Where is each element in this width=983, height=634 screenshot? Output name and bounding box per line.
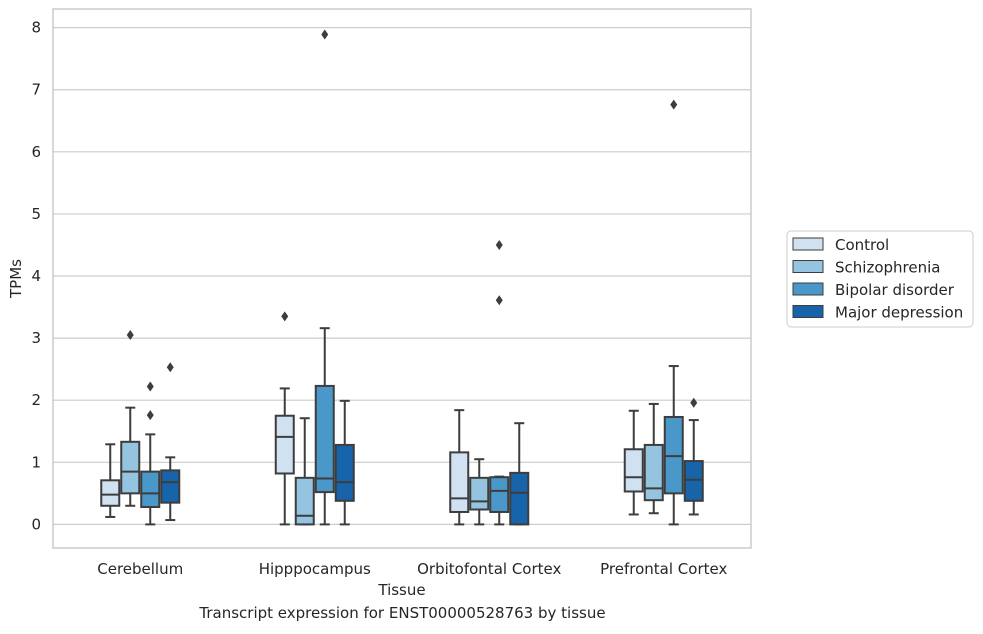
box — [643, 443, 664, 502]
x-tick-label: Prefrontal Cortex — [600, 560, 727, 578]
legend-label: Schizophrenia — [835, 259, 940, 277]
outlier-marker — [690, 397, 698, 408]
y-axis-label: TPMs — [7, 259, 25, 299]
legend-label: Major depression — [835, 304, 963, 322]
box — [120, 440, 141, 495]
y-tick-label: 3 — [31, 329, 41, 347]
legend-box — [786, 230, 974, 328]
box — [489, 476, 510, 513]
outlier-marker — [146, 410, 154, 421]
boxplot-chart: 0 1 2 3 4 5 6 7 8 Cerebellum Hipppocampus Orbitofon… — [7, 8, 974, 599]
y-tick-label: 1 — [31, 453, 41, 471]
y-tick-label: 8 — [31, 19, 41, 37]
legend-label: Control — [835, 236, 889, 254]
box — [294, 476, 315, 526]
outlier-marker — [126, 330, 134, 341]
x-tick-label: Orbitofontal Cortex — [417, 560, 561, 578]
outlier-marker — [321, 29, 329, 40]
x-tick-label: Cerebellum — [97, 560, 183, 578]
box — [274, 414, 295, 475]
y-tick-label: 4 — [31, 267, 41, 285]
y-tick-label: 6 — [31, 143, 41, 161]
box — [449, 451, 470, 513]
outlier-marker — [495, 295, 503, 306]
box — [140, 470, 161, 509]
plot-frame — [52, 8, 752, 549]
box — [469, 476, 490, 511]
box — [623, 448, 644, 493]
outlier-marker — [166, 362, 174, 373]
outlier-marker — [670, 99, 678, 110]
box — [509, 471, 530, 526]
outlier-marker — [281, 311, 289, 322]
box — [100, 479, 121, 507]
legend-label: Bipolar disorder — [835, 281, 955, 299]
y-tick-label: 0 — [31, 515, 41, 533]
y-tick-label: 2 — [31, 391, 41, 409]
legend-swatch — [792, 260, 824, 273]
legend-swatch — [792, 305, 824, 318]
figure-caption: Transcript expression for ENST0000052876… — [199, 604, 606, 622]
box — [160, 469, 181, 504]
legend-swatch — [792, 237, 824, 251]
x-tick-label: Hipppocampus — [259, 560, 371, 578]
legend-swatch — [792, 282, 824, 296]
x-axis-label: Tissue — [377, 581, 425, 599]
box — [334, 443, 355, 502]
y-tick-label: 7 — [31, 81, 41, 99]
y-tick-label: 5 — [31, 205, 41, 223]
outlier-marker — [495, 239, 503, 250]
outlier-marker — [146, 381, 154, 392]
box — [314, 384, 335, 494]
box — [683, 460, 704, 502]
